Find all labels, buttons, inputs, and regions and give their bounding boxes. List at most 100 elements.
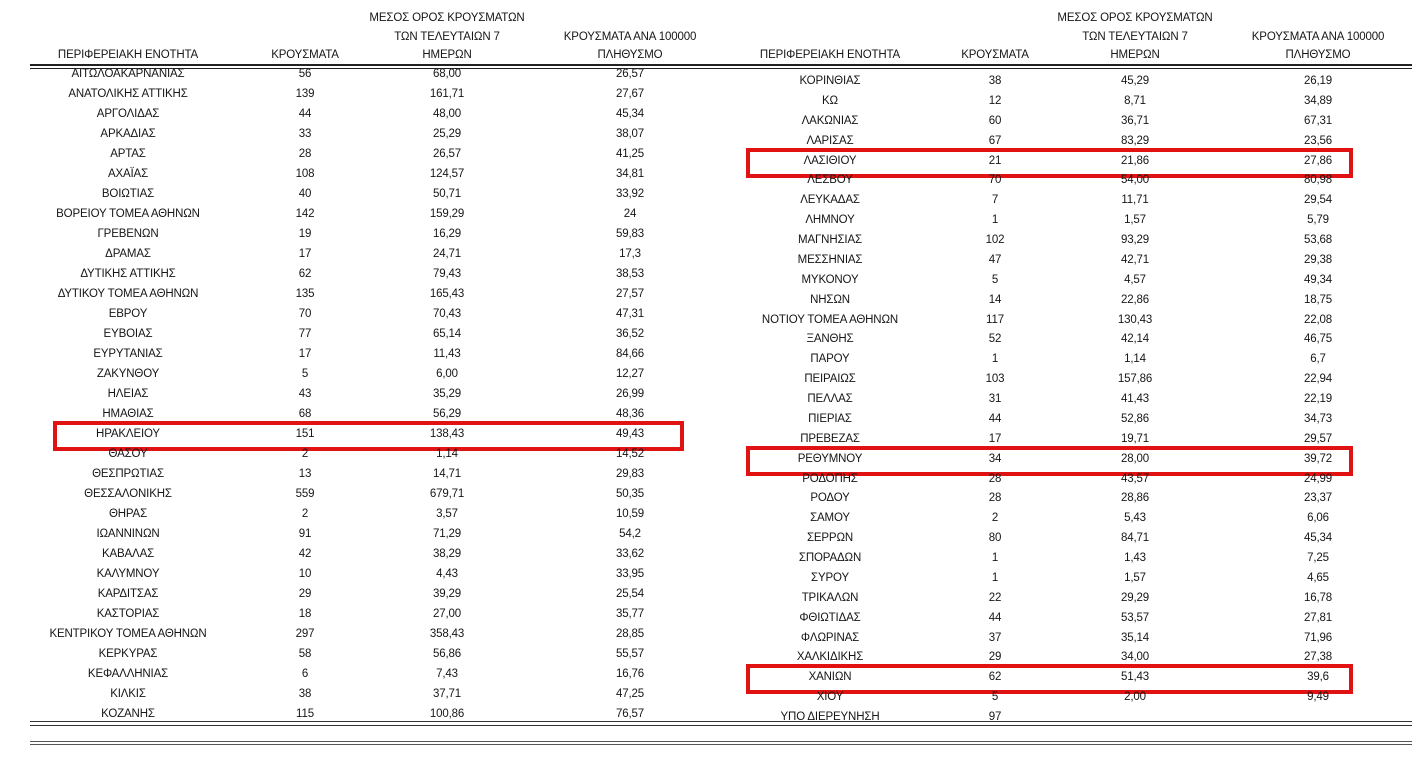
region-cell: ΚΟΖΑΝΗΣ xyxy=(101,707,155,720)
cases-cell: 28 xyxy=(988,492,1002,505)
table-row: ΙΩΑΝΝΙΝΩΝ 91 71,29 54,2 xyxy=(30,524,697,544)
avg7-cell: 83,29 xyxy=(1120,134,1150,147)
region-cell: ΠΙΕΡΙΑΣ xyxy=(808,412,852,425)
table-row: ΡΟΔΟΠΗΣ 28 43,57 24,99 xyxy=(712,469,1412,489)
region-cell: ΚΩ xyxy=(822,94,838,107)
per100k-cell: 24 xyxy=(623,207,637,220)
per100k-cell: 7,25 xyxy=(1307,552,1329,564)
avg7-cell: 93,29 xyxy=(1120,234,1150,246)
per100k-cell: 45,34 xyxy=(1303,532,1333,545)
cases-cell: 43 xyxy=(298,387,312,400)
column-header-label: ΚΡΟΥΣΜΑΤΑ xyxy=(271,48,339,61)
table-row: ΧΙΟΥ 5 2,00 9,49 xyxy=(712,687,1412,707)
per100k-cell: 14,52 xyxy=(615,447,645,460)
cases-cell: 68 xyxy=(298,407,312,420)
region-cell: ΜΕΣΣΗΝΙΑΣ xyxy=(797,253,863,266)
avg7-cell: 37,71 xyxy=(432,687,462,700)
table-row: ΝΗΣΩΝ 14 22,86 18,75 xyxy=(712,290,1412,310)
avg7-cell: 56,29 xyxy=(432,407,462,420)
table-row: ΠΙΕΡΙΑΣ 44 52,86 34,73 xyxy=(712,409,1412,429)
column-header-label: ΤΩΝ ΤΕΛΕΥΤΑΙΩΝ 7 xyxy=(394,30,500,43)
table-row: ΣΕΡΡΩΝ 80 84,71 45,34 xyxy=(712,528,1412,548)
region-cell: ΜΑΓΝΗΣΙΑΣ xyxy=(798,234,862,246)
column-header-label: ΚΡΟΥΣΜΑΤΑ ΑΝΑ 100000 xyxy=(563,30,697,43)
region-cell: ΑΝΑΤΟΛΙΚΗΣ ΑΤΤΙΚΗΣ xyxy=(68,87,188,100)
cases-cell: 117 xyxy=(986,313,1004,326)
region-cell: ΛΑΡΙΣΑΣ xyxy=(806,134,854,147)
per100k-cell: 38,53 xyxy=(615,267,645,280)
per100k-cell: 53,68 xyxy=(1303,234,1333,246)
avg7-cell: 1,14 xyxy=(1124,353,1146,366)
region-cell: ΑΙΤΩΛΟΑΚΑΡΝΑΝΙΑΣ xyxy=(71,67,185,80)
per100k-cell: 12,27 xyxy=(615,367,645,380)
avg7-cell: 8,71 xyxy=(1124,94,1146,107)
region-cell: ΚΕΦΑΛΛΗΝΙΑΣ xyxy=(87,667,169,680)
per100k-cell: 28,85 xyxy=(615,627,645,640)
table-row: ΛΕΣΒΟΥ 70 54,00 80,98 xyxy=(712,170,1412,190)
per100k-cell: 23,37 xyxy=(1303,492,1333,505)
cases-cell: 38 xyxy=(298,687,312,700)
cases-cell: 17 xyxy=(298,247,312,260)
column-header-label: ΚΡΟΥΣΜΑΤΑ xyxy=(961,48,1029,61)
column-header-label: ΜΕΣΟΣ ΟΡΟΣ ΚΡΟΥΣΜΑΤΩΝ xyxy=(369,12,525,25)
region-cell: ΡΕΘΥΜΝΟΥ xyxy=(797,452,863,465)
avg7-cell: 157,86 xyxy=(1117,373,1153,386)
cases-cell: 22 xyxy=(988,591,1002,604)
cases-cell: 2 xyxy=(991,512,999,525)
avg7-cell: 22,86 xyxy=(1120,293,1150,306)
cases-table-right: ΠΕΡΙΦΕΡΕΙΑΚΗ ΕΝΟΤΗΤΑ ΚΡΟΥΣΜΑΤΑ ΜΕΣΟΣ ΟΡΟ… xyxy=(712,0,1412,758)
table-row: ΔΥΤΙΚΗΣ ΑΤΤΙΚΗΣ 62 79,43 38,53 xyxy=(30,264,697,284)
region-cell: ΞΑΝΘΗΣ xyxy=(806,333,854,346)
bottom-rule-single xyxy=(30,741,1412,746)
per100k-cell: 17,3 xyxy=(619,247,641,260)
table-row: ΑΙΤΩΛΟΑΚΑΡΝΑΝΙΑΣ 56 68,00 26,57 xyxy=(30,64,697,84)
region-cell: ΘΕΣΠΡΩΤΙΑΣ xyxy=(92,467,164,480)
table-row: ΠΕΙΡΑΙΩΣ 103 157,86 22,94 xyxy=(712,369,1412,389)
region-cell: ΚΑΣΤΟΡΙΑΣ xyxy=(96,607,160,620)
per100k-cell: 22,19 xyxy=(1303,393,1333,405)
region-cell: ΑΡΤΑΣ xyxy=(110,147,146,160)
avg7-cell: 43,57 xyxy=(1120,472,1150,485)
per100k-cell: 27,67 xyxy=(615,87,645,100)
per100k-cell: 80,98 xyxy=(1303,174,1333,187)
per100k-cell: 34,89 xyxy=(1303,94,1333,107)
column-header-label: ΗΜΕΡΩΝ xyxy=(1110,48,1160,61)
avg7-cell: 39,29 xyxy=(432,587,462,600)
cases-cell: 1 xyxy=(991,571,999,584)
cases-cell: 56 xyxy=(298,67,312,80)
region-cell: ΧΙΟΥ xyxy=(816,691,844,704)
column-header-label: ΠΕΡΙΦΕΡΕΙΑΚΗ ΕΝΟΤΗΤΑ xyxy=(759,48,901,61)
avg7-cell: 28,00 xyxy=(1120,452,1150,465)
table-row: ΚΑΒΑΛΑΣ 42 38,29 33,62 xyxy=(30,544,697,564)
per100k-cell: 29,54 xyxy=(1303,194,1333,207)
region-cell: ΛΑΚΩΝΙΑΣ xyxy=(801,114,859,127)
column-header-label: ΠΛΗΘΥΣΜΟ xyxy=(1285,48,1351,61)
per100k-cell: 26,99 xyxy=(615,387,645,400)
region-cell: ΝΗΣΩΝ xyxy=(810,293,850,306)
avg7-cell: 138,43 xyxy=(429,427,465,440)
region-cell: ΚΑΒΑΛΑΣ xyxy=(101,547,155,560)
avg7-cell: 45,29 xyxy=(1120,75,1150,87)
cases-cell: 2 xyxy=(301,507,309,520)
cases-cell: 559 xyxy=(295,487,315,500)
column-header-avg7: ΜΕΣΟΣ ΟΡΟΣ ΚΡΟΥΣΜΑΤΩΝ ΤΩΝ ΤΕΛΕΥΤΑΙΩΝ 7 Η… xyxy=(369,8,524,64)
avg7-cell: 11,71 xyxy=(1121,194,1149,207)
table-row: ΚΩ 12 8,71 34,89 xyxy=(712,91,1412,111)
avg7-cell: 48,00 xyxy=(432,107,462,120)
per100k-cell: 6,7 xyxy=(1310,353,1326,366)
per100k-cell: 24,99 xyxy=(1303,472,1333,485)
cases-cell: 297 xyxy=(295,627,315,640)
per100k-cell: 39,6 xyxy=(1307,671,1329,684)
table-row: ΜΥΚΟΝΟΥ 5 4,57 49,34 xyxy=(712,270,1412,290)
avg7-cell: 4,57 xyxy=(1124,273,1146,286)
region-cell: ΦΛΩΡΙΝΑΣ xyxy=(800,631,860,644)
avg7-cell: 52,86 xyxy=(1120,412,1150,425)
per100k-cell: 34,81 xyxy=(615,167,645,180)
cases-cell: 18 xyxy=(298,607,312,620)
region-cell: ΔΥΤΙΚΟΥ ΤΟΜΕΑ ΑΘΗΝΩΝ xyxy=(57,287,199,300)
cases-cell: 28 xyxy=(988,472,1002,485)
cases-cell: 67 xyxy=(988,134,1002,147)
cases-cell: 40 xyxy=(298,187,312,200)
table-row: ΠΑΡΟΥ 1 1,14 6,7 xyxy=(712,349,1412,369)
avg7-cell: 28,86 xyxy=(1120,492,1150,505)
